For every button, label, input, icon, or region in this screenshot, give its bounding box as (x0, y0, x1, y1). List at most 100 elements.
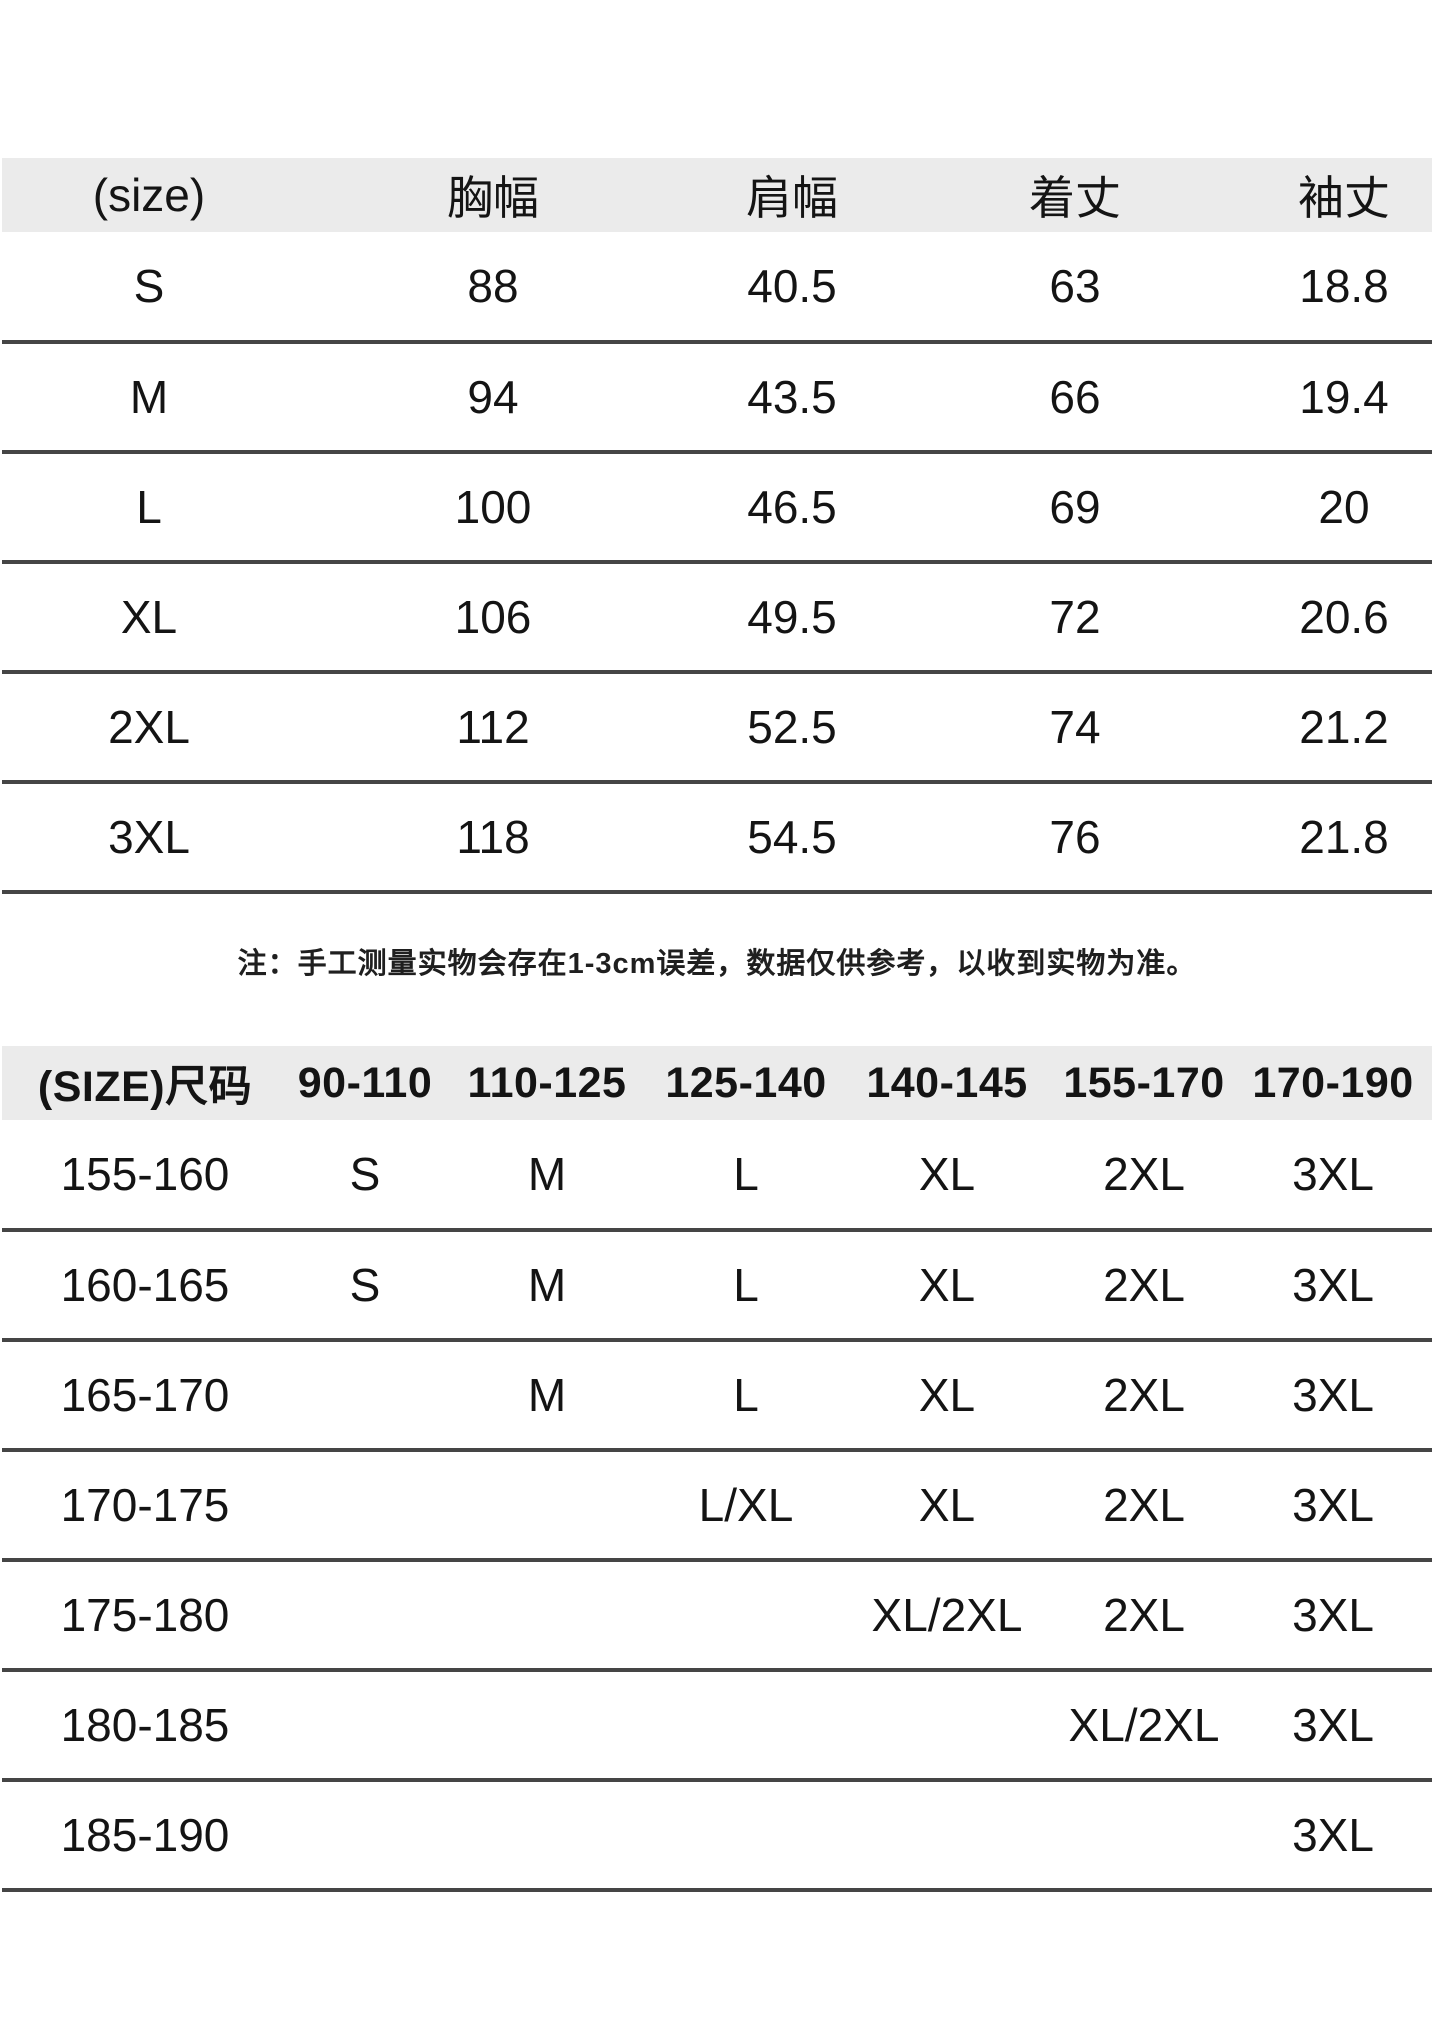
table-row: 3XL 118 54.5 76 21.8 (2, 782, 1432, 892)
table-row: 155-160 S M L XL 2XL 3XL (2, 1120, 1432, 1230)
table-cell: 43.5 (747, 371, 837, 423)
table-cell: L (733, 1259, 759, 1311)
table-row: XL 106 49.5 72 20.6 (2, 562, 1432, 672)
table-cell (288, 1780, 442, 1890)
measurement-table: (size) 胸幅 肩幅 着丈 袖丈 S 88 40.5 63 18.8 M 9… (2, 158, 1432, 894)
column-header-weight-range: 125-140 (665, 1058, 827, 1107)
table-cell (442, 1560, 652, 1670)
table-row: 165-170 M L XL 2XL 3XL (2, 1340, 1432, 1450)
table-cell: 63 (1049, 260, 1101, 312)
table-cell: 46.5 (747, 481, 837, 533)
column-header-size: (size) (92, 169, 206, 221)
table-cell (442, 1670, 652, 1780)
table-cell: 94 (467, 371, 519, 423)
column-header-weight-range: 110-125 (467, 1058, 627, 1107)
table-cell (288, 1340, 442, 1450)
table-cell (442, 1450, 652, 1560)
table-cell (652, 1670, 840, 1780)
column-header-weight-range: 140-145 (866, 1058, 1028, 1107)
size-label-cell: L (136, 481, 162, 533)
table-row: 2XL 112 52.5 74 21.2 (2, 672, 1432, 782)
table-cell: 21.8 (1299, 811, 1389, 863)
size-label-cell: 2XL (108, 701, 190, 753)
table-cell: 72 (1049, 591, 1101, 643)
column-header-length: 着丈 (1029, 172, 1121, 224)
table-cell: L (733, 1369, 759, 1421)
size-label-cell: XL (120, 591, 178, 643)
table-row: 170-175 L/XL XL 2XL 3XL (2, 1450, 1432, 1560)
column-header-shoulder: 肩幅 (746, 172, 838, 224)
height-range-cell: 155-160 (60, 1148, 230, 1200)
column-header-weight-range: 90-110 (297, 1058, 433, 1107)
table-cell: XL (918, 1369, 976, 1421)
size-chart-page: (size) 胸幅 肩幅 着丈 袖丈 S 88 40.5 63 18.8 M 9… (2, 158, 1432, 1892)
table-cell: 20.6 (1299, 591, 1389, 643)
height-range-cell: 175-180 (60, 1589, 230, 1641)
height-range-cell: 170-175 (60, 1479, 230, 1531)
table-cell: 2XL (1103, 1369, 1185, 1421)
table-cell (442, 1780, 652, 1890)
table-cell: 2XL (1103, 1148, 1185, 1200)
column-header-sleeve: 袖丈 (1298, 172, 1390, 224)
table-cell: 69 (1049, 481, 1101, 533)
table-cell: 3XL (1292, 1589, 1374, 1641)
table-cell: L (733, 1148, 759, 1200)
table-cell: XL (918, 1148, 976, 1200)
height-range-cell: 185-190 (60, 1809, 230, 1861)
table-cell: S (349, 1259, 381, 1311)
size-recommendation-header-row: (SIZE)尺码 90-110 110-125 125-140 140-145 … (2, 1046, 1432, 1120)
size-recommendation-table: (SIZE)尺码 90-110 110-125 125-140 140-145 … (2, 1046, 1432, 1892)
table-cell: L/XL (698, 1479, 794, 1531)
table-cell: 18.8 (1299, 260, 1389, 312)
table-cell (840, 1780, 1054, 1890)
table-cell: 118 (456, 811, 530, 863)
table-cell: M (527, 1369, 567, 1421)
table-cell: 112 (456, 701, 530, 753)
table-cell: 52.5 (747, 701, 837, 753)
measurement-table-header-row: (size) 胸幅 肩幅 着丈 袖丈 (2, 158, 1432, 232)
column-header-chest: 胸幅 (447, 172, 539, 224)
table-cell: 100 (454, 481, 532, 533)
table-cell: 3XL (1292, 1148, 1374, 1200)
table-cell: 3XL (1292, 1809, 1374, 1861)
table-cell: 2XL (1103, 1259, 1185, 1311)
column-header-size-label: (SIZE)尺码 (37, 1063, 253, 1111)
table-row: M 94 43.5 66 19.4 (2, 342, 1432, 452)
size-label-cell: 3XL (108, 811, 190, 863)
table-cell: 2XL (1103, 1589, 1185, 1641)
table-cell: 2XL (1103, 1479, 1185, 1531)
height-range-cell: 160-165 (60, 1259, 230, 1311)
table-cell (288, 1560, 442, 1670)
table-cell: 49.5 (747, 591, 837, 643)
size-label-cell: M (129, 371, 169, 423)
table-cell: 3XL (1292, 1479, 1374, 1531)
table-row: 175-180 XL/2XL 2XL 3XL (2, 1560, 1432, 1670)
table-cell: 40.5 (747, 260, 837, 312)
table-cell: 74 (1049, 701, 1101, 753)
table-cell: 3XL (1292, 1699, 1374, 1751)
measurement-note: 注：手工测量实物会存在1-3cm误差，数据仅供参考，以收到实物为准。 (237, 948, 1197, 980)
table-cell: 66 (1049, 371, 1101, 423)
table-row: S 88 40.5 63 18.8 (2, 232, 1432, 342)
table-cell: XL/2XL (871, 1589, 1023, 1641)
column-header-weight-range: 170-190 (1252, 1058, 1414, 1107)
table-cell: 106 (454, 591, 532, 643)
table-cell: S (349, 1148, 381, 1200)
table-cell (1054, 1780, 1234, 1890)
table-cell: XL/2XL (1068, 1699, 1220, 1751)
table-cell: XL (918, 1259, 976, 1311)
table-cell (288, 1450, 442, 1560)
table-cell (840, 1670, 1054, 1780)
table-row: L 100 46.5 69 20 (2, 452, 1432, 562)
column-header-weight-range: 155-170 (1063, 1058, 1225, 1107)
table-cell: 21.2 (1299, 701, 1389, 753)
table-cell: 76 (1049, 811, 1101, 863)
table-row: 180-185 XL/2XL 3XL (2, 1670, 1432, 1780)
size-label-cell: S (133, 260, 165, 312)
table-cell (288, 1670, 442, 1780)
table-cell: XL (918, 1479, 976, 1531)
table-cell: 20 (1318, 481, 1370, 533)
table-cell: 88 (467, 260, 519, 312)
table-cell (652, 1780, 840, 1890)
table-row: 185-190 3XL (2, 1780, 1432, 1890)
